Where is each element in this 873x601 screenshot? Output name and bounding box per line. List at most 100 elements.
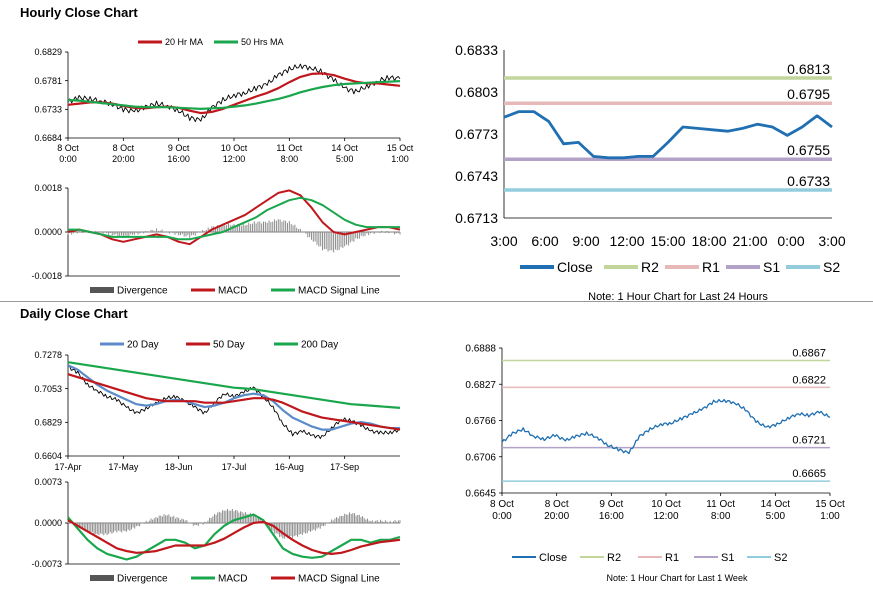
hourly-24h-note: Note: 1 Hour Chart for Last 24 Hours: [588, 291, 768, 303]
daily-macd-legend-label: Divergence: [117, 574, 168, 585]
hourly-section-title: Hourly Close Chart: [20, 5, 138, 20]
hourly-24h-xtick-label: 15:00: [650, 233, 685, 249]
hourly-price-legend-label: 20 Hr MA: [165, 37, 203, 47]
weekly-s1-label: 0.6721: [792, 435, 826, 447]
weekly-xtick-label: 11 Oct: [706, 499, 735, 510]
hourly-macd-ytick-label: -0.0018: [31, 271, 62, 281]
weekly-ytick-label: 0.6706: [465, 452, 496, 463]
weekly-xtick-label: 10 Oct: [651, 499, 681, 510]
hourly-24h-xtick-label: 18:00: [691, 233, 726, 249]
weekly-r1-label: 0.6822: [792, 374, 826, 386]
weekly-xtick-label: 8:00: [711, 511, 731, 522]
daily-macd-ytick-label: 0.0073: [34, 477, 62, 487]
hourly-price-xtick-label: 11 Oct: [276, 143, 302, 153]
hourly-24h-legend-label: S2: [823, 259, 840, 275]
daily-price-xtick-label: 16-Aug: [275, 462, 304, 472]
daily-price-xtick-label: 17-Apr: [54, 462, 81, 472]
weekly-xtick-label: 8 Oct: [490, 499, 514, 510]
hourly-24h-ytick-label: 0.6773: [455, 126, 498, 142]
section-divider: [0, 301, 873, 302]
daily-section-title: Daily Close Chart: [20, 306, 128, 321]
hourly-24h-legend-label: R2: [641, 259, 659, 275]
hourly-24h-xtick-label: 21:00: [732, 233, 767, 249]
hourly-24h-ytick-label: 0.6743: [455, 168, 498, 184]
weekly-ytick-label: 0.6766: [465, 416, 496, 427]
hourly-price-line: [67, 63, 401, 123]
weekly-xtick-label: 15 Oct: [815, 499, 845, 510]
daily-price-xtick-label: 17-Jul: [222, 462, 247, 472]
hourly-price-ytick-label: 0.6829: [34, 47, 62, 57]
daily-macd-legend-label: MACD: [218, 574, 247, 585]
daily-macd-legend-swatch: [90, 575, 114, 581]
hourly-24h-legend-label: R1: [702, 259, 720, 275]
hourly-24h-xtick-label: 12:00: [609, 233, 644, 249]
daily-price-xtick-label: 18-Jun: [165, 462, 193, 472]
hourly-price-xtick-label: 16:00: [167, 154, 190, 164]
weekly-ytick-label: 0.6645: [465, 489, 496, 500]
weekly-legend-label: S2: [774, 552, 787, 564]
daily-price-ytick-label: 0.7053: [34, 384, 62, 394]
hourly-price-xtick-label: 8 Oct: [57, 143, 79, 153]
hourly-24h-xtick-label: 6:00: [531, 233, 558, 249]
hourly-24h-legend-label: S1: [763, 259, 780, 275]
weekly-ytick-label: 0.6827: [465, 380, 496, 391]
hourly-24h-xtick-label: 3:00: [490, 233, 517, 249]
hourly-ma50-line: [67, 80, 401, 111]
weekly-legend-label: R1: [665, 552, 679, 564]
weekly-xtick-label: 9 Oct: [599, 499, 623, 510]
hourly-macd-legend-swatch: [90, 287, 114, 293]
weekly-s2-label: 0.6665: [792, 468, 826, 480]
weekly-legend-label: Close: [539, 552, 567, 564]
daily-200day-line: [67, 361, 401, 409]
hourly-price-xtick-label: 5:00: [336, 154, 354, 164]
hourly-macd-line: [67, 189, 401, 246]
weekly-xtick-label: 20:00: [544, 511, 569, 522]
hourly-macd-ytick-label: 0.0000: [34, 227, 62, 237]
weekly-xtick-label: 12:00: [653, 511, 678, 522]
daily-price-line: [67, 365, 401, 440]
hourly-price-xtick-label: 1:00: [391, 154, 409, 164]
weekly-r2-label: 0.6867: [792, 348, 826, 360]
daily-signal-line: [67, 519, 401, 556]
daily-50day-line: [67, 373, 401, 431]
hourly-price-xtick-label: 14 Oct: [331, 143, 358, 153]
hourly-24h-s2-label: 0.6733: [787, 173, 830, 189]
daily-macd-ytick-label: 0.0000: [34, 518, 62, 528]
hourly-24h-s1-label: 0.6755: [787, 142, 830, 158]
weekly-xtick-label: 8 Oct: [545, 499, 569, 510]
daily-price-legend-label: 200 Day: [301, 340, 338, 351]
daily-macd-line: [67, 513, 401, 561]
daily-macd-chart: 0.0073 0.0000 -0.0073 Divergence MACD MACD Si…: [31, 477, 401, 585]
weekly-xtick-label: 14 Oct: [761, 499, 791, 510]
hourly-macd-legend-label: MACD: [218, 286, 247, 297]
hourly-24h-ytick-label: 0.6803: [455, 84, 498, 100]
hourly-24h-xtick-label: 0:00: [777, 233, 804, 249]
hourly-price-legend-label: 50 Hrs MA: [241, 37, 284, 47]
hourly-price-xtick-label: 0:00: [59, 154, 77, 164]
hourly-24h-ytick-label: 0.6713: [455, 210, 498, 226]
daily-price-ytick-label: 0.6604: [34, 451, 62, 461]
daily-price-ytick-label: 0.7278: [34, 350, 62, 360]
daily-price-legend-label: 20 Day: [127, 340, 159, 351]
hourly-price-xtick-label: 15 Oct: [387, 143, 414, 153]
hourly-price-ytick-label: 0.6781: [34, 76, 62, 86]
weekly-xtick-label: 16:00: [599, 511, 624, 522]
weekly-ytick-label: 0.6888: [465, 344, 496, 355]
weekly-xtick-label: 0:00: [492, 511, 512, 522]
weekly-legend-label: R2: [607, 552, 621, 564]
hourly-24h-chart: 0.6833 0.6803 0.6773 0.6743 0.6713 3:00 6:00 9:…: [455, 42, 846, 303]
weekly-xtick-label: 5:00: [766, 511, 786, 522]
daily-20day-line: [67, 364, 400, 431]
daily-macd-ytick-label: -0.0073: [31, 559, 62, 569]
hourly-24h-close-line: [503, 110, 833, 160]
hourly-24h-xtick-label: 3:00: [818, 233, 845, 249]
hourly-price-xtick-label: 10 Oct: [221, 143, 248, 153]
hourly-24h-legend-label: Close: [557, 259, 593, 275]
hourly-price-xtick-label: 8 Oct: [113, 143, 135, 153]
weekly-close-line: [501, 398, 831, 455]
hourly-24h-xtick-label: 9:00: [572, 233, 599, 249]
weekly-legend-label: S1: [721, 552, 734, 564]
hourly-macd-legend-label: Divergence: [117, 286, 168, 297]
